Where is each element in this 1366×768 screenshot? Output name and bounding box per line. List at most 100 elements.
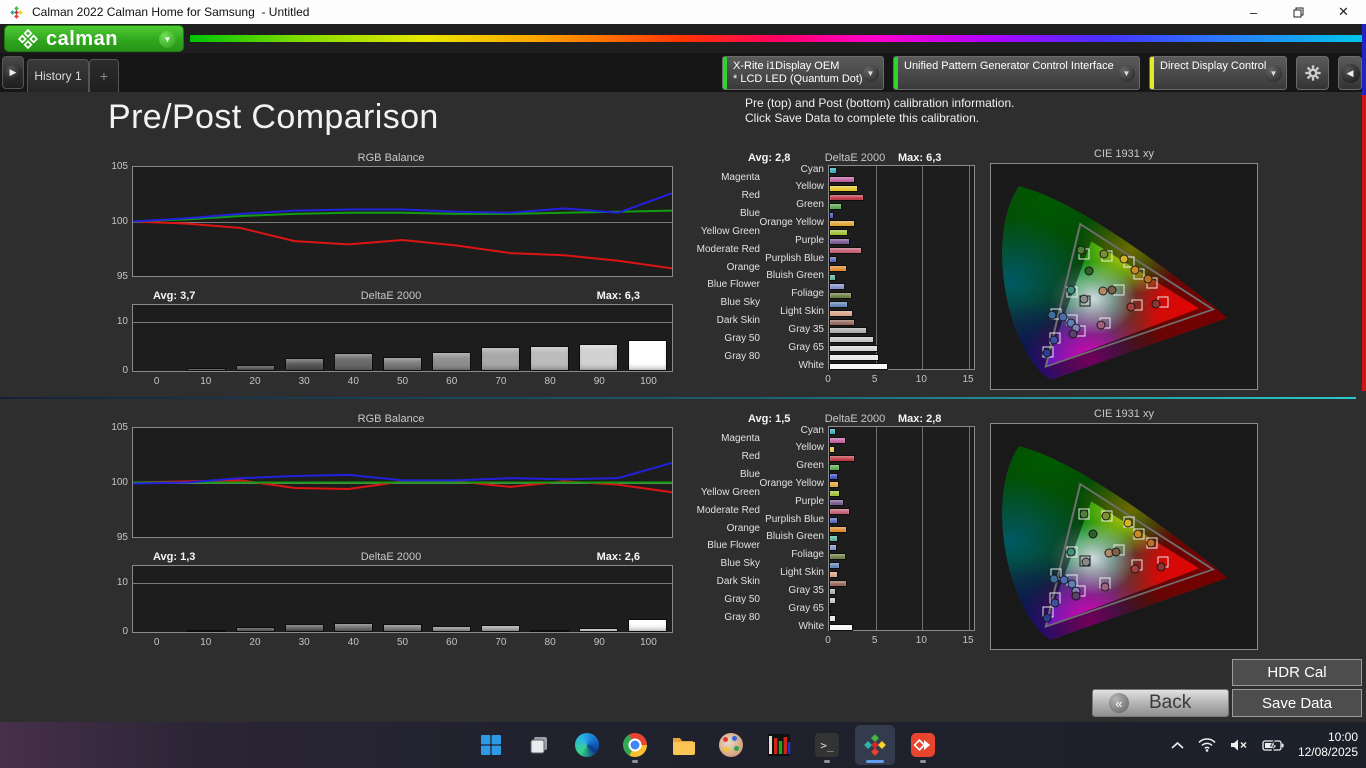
gray-bar-slot [476,305,525,371]
x-tick-label: 10 [200,637,212,648]
color-label: Yellow [795,442,824,454]
max-value: Max: 6,3 [596,290,640,302]
hcfr-button[interactable] [759,725,799,765]
cie-measured-point [1107,285,1117,295]
restore-icon [1293,7,1304,17]
colorchecker-plot-area [828,426,975,632]
cie-measured-point [1143,274,1153,284]
window-titlebar: Calman 2022 Calman Home for Samsung - Un… [0,0,1366,24]
tray-expand-button[interactable] [1171,741,1184,750]
colorchecker-bar [829,309,854,317]
time: 10:00 [1327,730,1358,744]
hdr-cal-button[interactable]: HDR Cal [1232,659,1362,686]
paint-button[interactable] [711,725,751,765]
meter-mode: * LCD LED (Quantum Dot) [733,73,863,85]
gray-delta-bar [530,346,569,371]
cie-measured-point [1130,564,1140,574]
color-label: Blue Sky [720,297,760,309]
file-explorer-button[interactable] [663,725,703,765]
pattern-status-accent [894,57,898,89]
gray-delta-bar [383,623,422,632]
calman-menu-button[interactable]: calman ▼ [4,25,184,52]
color-label: Gray 35 [788,323,824,335]
avg-value: Avg: 1,3 [153,551,196,563]
x-tick-label: 70 [495,637,507,648]
calman-icon [864,734,886,756]
terminal-icon: >_ [815,733,839,757]
colorchecker-bar [829,229,848,237]
color-label: Gray 80 [724,611,760,623]
gray-bar-slot [231,305,280,371]
gray-delta-bar [432,626,471,632]
back-button[interactable]: « Back [1092,689,1229,717]
toolbar: ▶ History 1 + X-Rite i1Display OEM * LCD… [0,53,1366,92]
terminal-button[interactable]: >_ [807,725,847,765]
color-label: Magenta [721,172,760,184]
colorchecker-bar [829,499,844,507]
edge-button[interactable] [567,725,607,765]
arrow-right-icon: ▶ [4,64,22,81]
cie-1931-chart-pre: CIE 1931 xy [990,148,1258,390]
color-label: Foliage [791,549,824,561]
task-view-button[interactable] [519,725,559,765]
save-data-button[interactable]: Save Data [1232,689,1362,717]
color-label: Cyan [800,163,824,175]
cie-measured-point [1096,320,1106,330]
gray-delta-bar [383,357,422,371]
tab-history-1[interactable]: History 1 [27,59,89,92]
remote-app-button[interactable] [903,725,943,765]
minimize-button[interactable]: – [1249,4,1258,20]
color-label: Gray 65 [788,341,824,353]
gray-bar-slot [623,305,672,371]
color-label: Dark Skin [716,315,760,327]
cie-measured-point [1071,591,1081,601]
gray-bar-slot [427,305,476,371]
gray-delta-bar [187,630,226,632]
cie-measured-point [1049,335,1058,344]
x-tick-label: 90 [593,376,605,387]
colorchecker-bar [829,490,841,498]
logo-bar: calman ▼ [0,24,1366,53]
edge-strip-red [1362,95,1366,391]
start-button[interactable] [471,725,511,765]
battery-button[interactable] [1262,738,1284,752]
meter-dropdown[interactable]: X-Rite i1Display OEM * LCD LED (Quantum … [722,56,884,90]
volume-button[interactable] [1230,738,1248,752]
wifi-button[interactable] [1198,738,1216,752]
x-tick-label: 20 [249,376,261,387]
main-content: Pre/Post Comparison Pre (top) and Post (… [0,92,1366,722]
taskbar-clock[interactable]: 10:00 12/08/2025 [1298,730,1358,760]
color-label: Purple [795,234,824,246]
add-tab-button[interactable]: + [89,59,119,92]
chrome-button[interactable] [615,725,655,765]
native-gamut-triangle [1044,482,1216,628]
gray-delta-bar [628,339,667,371]
collapse-panel-button[interactable]: ◀ [1338,56,1362,90]
panel-expand-button[interactable]: ▶ [2,56,24,89]
rgb-line-blue [133,463,672,484]
cie-measured-point [1081,557,1091,567]
display-control-dropdown[interactable]: Direct Display Control ▼ [1149,56,1287,90]
native-gamut-triangle [1044,222,1216,368]
color-label: Yellow Green [700,225,760,237]
pattern-generator-dropdown[interactable]: Unified Pattern Generator Control Interf… [893,56,1140,90]
chart-title: CIE 1931 xy [1094,408,1154,420]
chevron-left-icon: « [1109,693,1129,713]
grayscale-deltae-chart-post: Avg: 1,3 DeltaE 2000 Max: 2,6 10 0 0 10 20… [108,551,674,653]
chart-title: RGB Balance [357,413,425,425]
color-label: Gray 50 [724,332,760,344]
chevron-down-icon: ▼ [862,65,879,82]
cie-diagram [990,423,1258,650]
color-label: Blue Sky [720,558,760,570]
settings-button[interactable] [1296,56,1329,90]
x-axis-labels: 0 10 20 30 40 50 60 70 80 90 100 [132,637,673,648]
close-button[interactable]: ✕ [1338,4,1349,19]
x-tick-label: 15 [962,635,974,646]
x-tick-label: 15 [962,374,974,385]
x-tick-label: 70 [495,376,507,387]
chevron-down-icon[interactable]: ▼ [159,31,176,48]
gridline [875,166,877,369]
instruction-text: Pre (top) and Post (bottom) calibration … [745,96,1014,126]
calman-taskbar-button[interactable] [855,725,895,765]
restore-button[interactable] [1276,0,1321,24]
